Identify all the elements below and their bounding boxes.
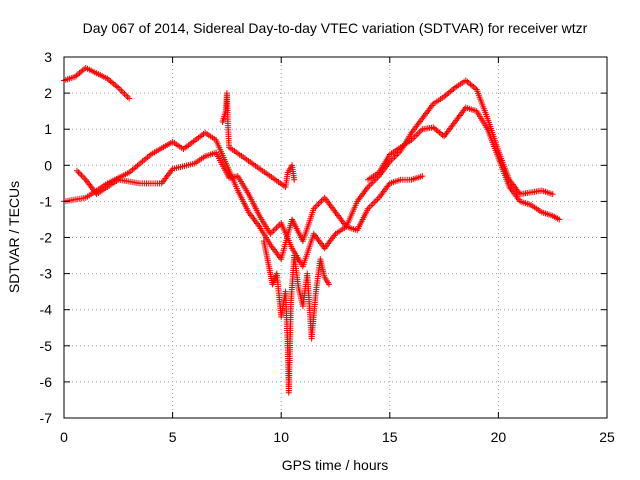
data-point [118,87,125,94]
data-point [126,95,133,102]
grid-lines [64,57,607,418]
data-point [366,182,373,189]
y-tick-label: -2 [40,230,53,246]
series-track-a [61,64,133,102]
data-point [116,86,123,93]
data-point [556,216,563,223]
data-point [549,191,556,198]
data-point [371,199,378,206]
y-axis-label: SDTVAR / TECUs [6,181,22,293]
data-point [419,173,426,180]
data-point [275,223,282,230]
series-track-d [365,104,563,223]
x-tick-label: 15 [382,429,398,445]
data-point [271,226,278,233]
chart-title: Day 067 of 2014, Sidereal Day-to-day VTE… [83,20,588,36]
data-point [76,170,83,177]
y-tick-label: 0 [44,157,52,173]
y-tick-label: 1 [44,121,52,137]
y-tick-label: -3 [40,266,53,282]
data-point [316,199,323,206]
series-track-b [61,77,556,263]
series-track-e [260,238,332,396]
y-tick-label: 2 [44,85,52,101]
data-point [270,227,277,234]
data-point [369,200,376,207]
y-tick-label: -5 [40,338,53,354]
y-tick-label: -4 [40,302,53,318]
data-point [291,176,298,183]
series-track-c [74,149,426,270]
y-tick-label: -1 [40,193,53,209]
data-point [78,172,85,179]
x-axis-label: GPS time / hours [282,457,389,473]
x-tick-label: 0 [60,429,68,445]
y-tick-label: -7 [40,410,53,426]
data-point [414,130,421,137]
x-tick-label: 20 [491,429,507,445]
x-tick-label: 10 [273,429,289,445]
data-point [79,173,86,180]
series-track-f [219,90,298,190]
data-point [74,167,81,174]
x-tick-label: 25 [599,429,615,445]
x-tick-labels: 0 5 10 15 20 25 [60,429,615,445]
data-point [416,129,423,136]
data-point [368,180,375,187]
data-point [81,175,88,182]
data-point [75,169,82,176]
y-tick-label: 3 [44,49,52,65]
data-point [124,93,131,100]
data-point [121,90,128,97]
axis-ticks [63,56,608,419]
y-tick-labels: -7 -6 -5 -4 -3 -2 -1 0 1 2 3 [40,49,53,426]
data-point [318,197,325,204]
data-points [61,64,563,396]
data-point [374,196,381,203]
data-point [368,202,375,209]
data-point [313,202,320,209]
y-tick-label: -6 [40,374,53,390]
data-point [325,281,332,288]
x-tick-label: 5 [169,429,177,445]
data-point [372,197,379,204]
data-point [119,89,126,96]
data-point [273,224,280,231]
